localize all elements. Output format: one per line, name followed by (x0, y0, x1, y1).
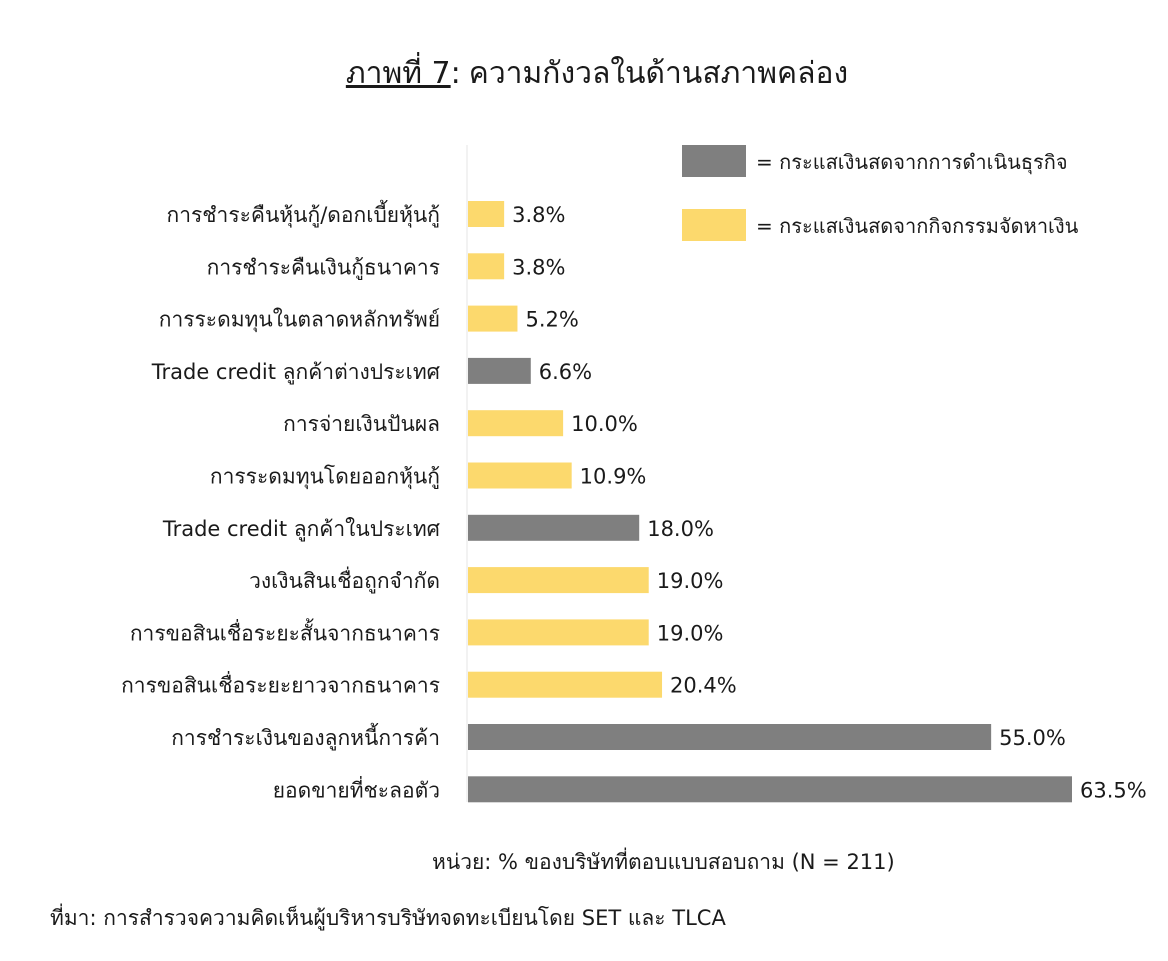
bar (468, 724, 992, 750)
chart-title-text: ความกังวลในด้านสภาพคล่อง (469, 56, 848, 91)
bar (468, 410, 564, 437)
legend-swatch (682, 145, 746, 177)
bar (468, 253, 505, 280)
legend-label: = กระแสเงินสดจากกิจกรรมจัดหาเงิน (756, 214, 1079, 238)
source-note: ที่มา: การสำรวจความคิดเห็นผู้บริหารบริษั… (50, 906, 726, 930)
bar-value-label: 10.9% (580, 465, 647, 489)
bar (468, 201, 505, 227)
chart-title: ภาพที่ 7: ความกังวลในด้านสภาพคล่อง (346, 52, 848, 91)
bar-value-label: 19.0% (657, 569, 724, 593)
legend-swatch (682, 209, 746, 241)
legend-label: = กระแสเงินสดจากการดำเนินธุรกิจ (756, 150, 1068, 175)
bar (468, 619, 649, 646)
unit-note: หน่วย: % ของบริษัทที่ตอบแบบสอบถาม (N = 2… (432, 850, 895, 874)
y-tick-label: Trade credit ลูกค้าต่างประเทศ (151, 360, 441, 385)
y-tick-label: การชำระเงินของลูกหนี้การค้า (171, 723, 440, 751)
y-tick-label: วงเงินสินเชื่อถูกจำกัด (249, 566, 440, 594)
y-tick-label: การชำระคืนหุ้นกู้/ดอกเบี้ยหุ้นกู้ (167, 200, 440, 228)
bar-value-label: 18.0% (647, 517, 714, 541)
y-tick-label: การขอสินเชื่อระยะสั้นจากธนาคาร (130, 618, 440, 645)
bar-value-label: 19.0% (657, 621, 724, 645)
bar-value-label: 55.0% (999, 726, 1066, 750)
bars-layer: การชำระคืนหุ้นกู้/ดอกเบี้ยหุ้นกู้ 3.8% การ… (121, 200, 1147, 803)
bar (468, 357, 531, 384)
chart-title-separator: : (451, 56, 461, 91)
chart-title-prefix: ภาพที่ 7 (346, 52, 451, 91)
bar-value-label: 20.4% (670, 674, 737, 698)
bar (468, 305, 518, 332)
bar (468, 514, 640, 541)
y-tick-label: Trade credit ลูกค้าในประเทศ (162, 517, 441, 542)
bar-value-label: 3.8% (512, 203, 565, 227)
y-tick-label: การขอสินเชื่อระยะยาวจากธนาคาร (121, 671, 440, 698)
bar (468, 671, 663, 698)
y-tick-label: การระดมทุนโดยออกหุ้นกู้ (210, 465, 440, 490)
y-tick-label: การจ่ายเงินปันผล (283, 412, 440, 436)
y-tick-label: การระดมทุนในตลาดหลักทรัพย์ (159, 308, 440, 333)
bar (468, 776, 1072, 803)
bar-value-label: 10.0% (571, 412, 638, 436)
y-tick-label: ยอดขายที่ชะลอตัว (273, 775, 440, 802)
bar (468, 567, 649, 594)
bar (468, 462, 572, 489)
legend: = กระแสเงินสดจากการดำเนินธุรกิจ = กระแสเง… (682, 145, 1079, 241)
y-tick-label: การชำระคืนเงินกู้ธนาคาร (207, 255, 440, 280)
bar-value-label: 5.2% (525, 308, 578, 332)
bar-value-label: 63.5% (1080, 778, 1147, 802)
bar-value-label: 3.8% (512, 255, 565, 279)
bar-value-label: 6.6% (539, 360, 592, 384)
